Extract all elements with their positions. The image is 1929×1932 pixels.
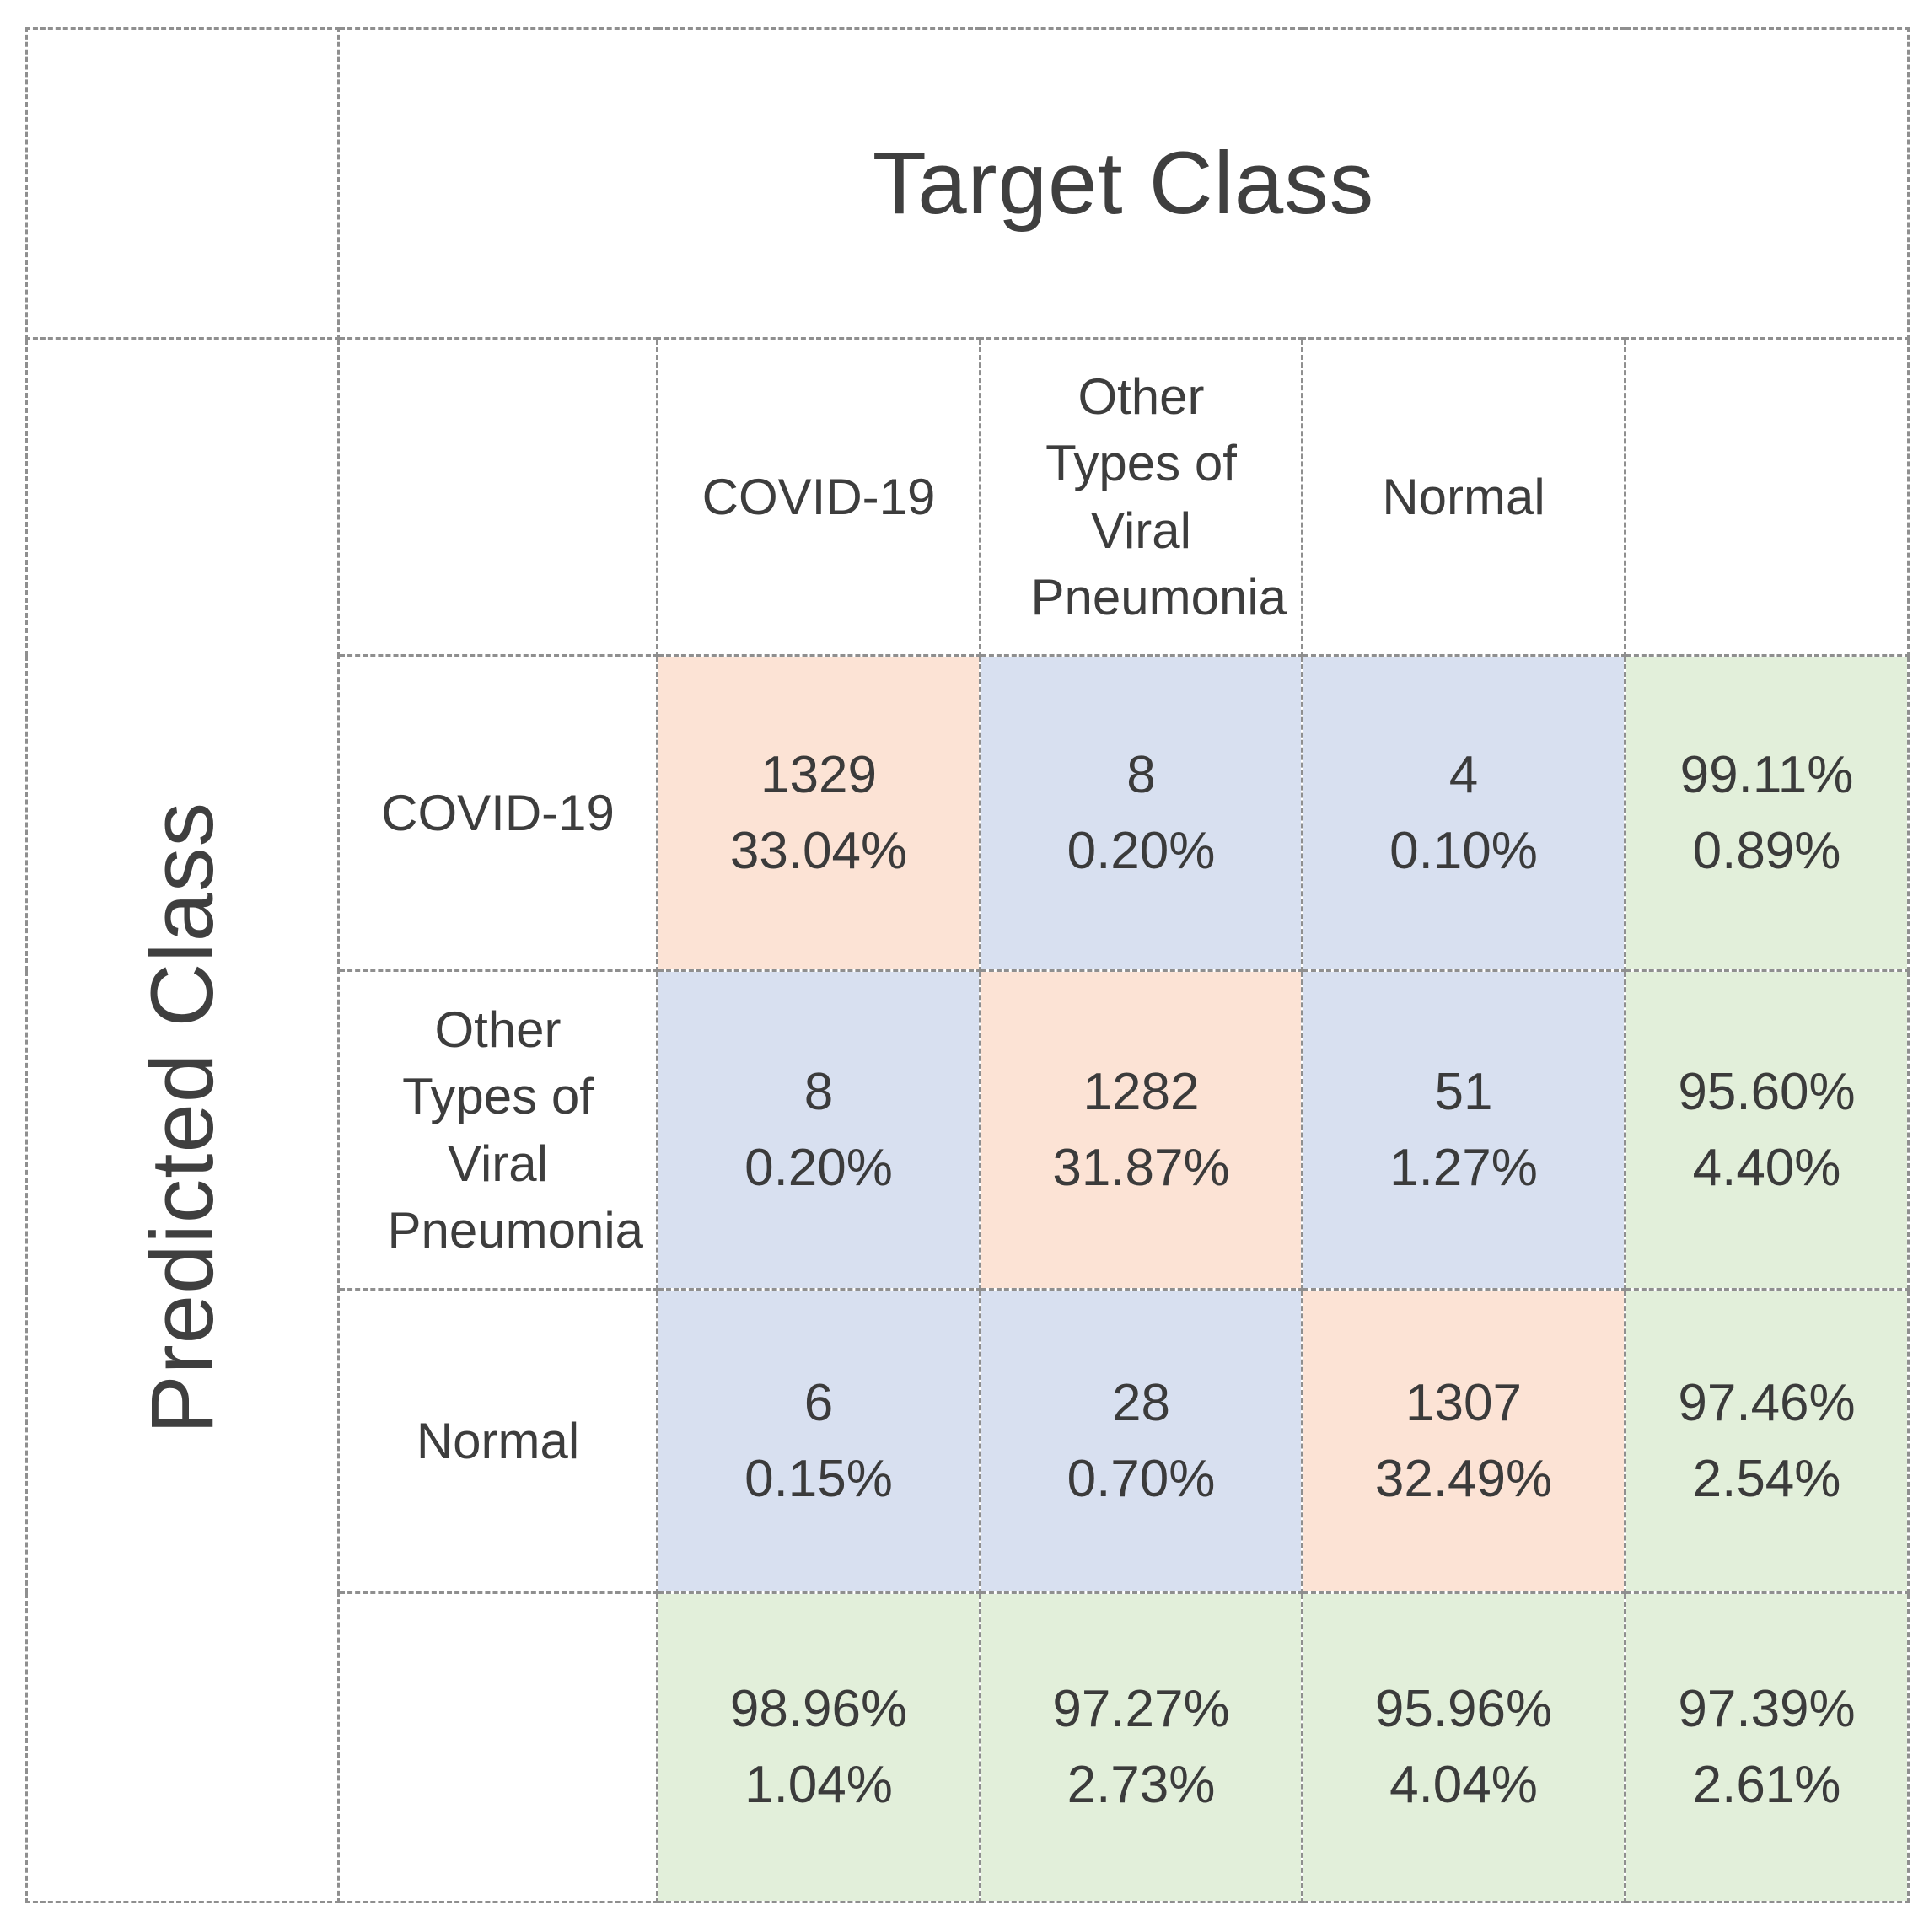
col-header-covid19-label: COVID-19 (701, 468, 936, 525)
row-header-other-viral-pneumonia-label: Other Types of Viral Pneumonia (387, 1001, 644, 1258)
summary-top: 95.96% (1374, 1680, 1553, 1739)
cell-count: 1329 (760, 745, 877, 804)
col-header-normal: Normal (1301, 337, 1626, 657)
summary-top: 97.27% (1052, 1680, 1230, 1739)
col-header-other-viral-pneumonia-label: Other Types of Viral Pneumonia (1030, 368, 1287, 625)
target-axis-label: Target Class (872, 133, 1375, 233)
cell-percent: 0.10% (1389, 821, 1538, 880)
confusion-matrix-table: Target Class Predicted Class COVID-19 Ot… (25, 27, 1910, 1903)
summary-bottom: 2.54% (1692, 1449, 1841, 1508)
cell-count: 4 (1448, 745, 1479, 804)
cell-percent: 33.04% (729, 821, 908, 880)
matrix-cell-r1c2: 51 1.27% (1301, 969, 1626, 1291)
col-header-summary-spacer (1623, 337, 1910, 657)
summary-bottom: 4.04% (1389, 1756, 1538, 1814)
summary-bottom: 2.73% (1067, 1756, 1216, 1814)
row-header-covid19: COVID-19 (337, 654, 658, 972)
predicted-class-axis-cell: Predicted Class (25, 337, 340, 1903)
cell-percent: 0.15% (744, 1449, 893, 1508)
summary-top: 97.39% (1678, 1680, 1856, 1739)
col-summary-covid19: 98.96% 1.04% (656, 1591, 981, 1903)
col-header-other-viral-pneumonia: Other Types of Viral Pneumonia (979, 337, 1303, 657)
matrix-cell-r0c2: 4 0.10% (1301, 654, 1626, 972)
cell-percent: 32.49% (1374, 1449, 1553, 1508)
matrix-cell-r1c0: 8 0.20% (656, 969, 981, 1291)
row-header-other-viral-pneumonia: Other Types of Viral Pneumonia (337, 969, 658, 1291)
cell-count: 1282 (1083, 1062, 1200, 1121)
summary-bottom: 2.61% (1692, 1756, 1841, 1814)
cell-percent: 31.87% (1052, 1138, 1230, 1197)
row-header-normal: Normal (337, 1288, 658, 1594)
corner-empty-cell (25, 27, 340, 340)
row-summary-normal: 97.46% 2.54% (1623, 1288, 1910, 1594)
cell-count: 1307 (1405, 1373, 1522, 1432)
cell-percent: 0.20% (744, 1138, 893, 1197)
cell-percent: 0.70% (1067, 1449, 1216, 1508)
summary-top: 98.96% (729, 1680, 908, 1739)
matrix-cell-r0c1: 8 0.20% (979, 654, 1303, 972)
overall-accuracy-cell: 97.39% 2.61% (1623, 1591, 1910, 1903)
summary-top: 95.60% (1678, 1062, 1856, 1121)
cell-count: 28 (1112, 1373, 1170, 1432)
row-header-covid19-label: COVID-19 (381, 784, 615, 841)
row-summary-covid19: 99.11% 0.89% (1623, 654, 1910, 972)
cell-count: 8 (803, 1062, 834, 1121)
summary-bottom: 0.89% (1692, 821, 1841, 880)
bottom-left-spacer-cell (337, 1591, 658, 1903)
predicted-axis-label: Predicted Class (132, 802, 232, 1435)
summary-bottom: 4.40% (1692, 1138, 1841, 1197)
cell-count: 6 (803, 1373, 834, 1432)
row-header-spacer-cell (337, 337, 658, 657)
col-header-covid19: COVID-19 (656, 337, 981, 657)
summary-top: 99.11% (1679, 745, 1854, 804)
row-summary-other-viral-pneumonia: 95.60% 4.40% (1623, 969, 1910, 1291)
cell-count: 8 (1126, 745, 1156, 804)
summary-top: 97.46% (1678, 1373, 1856, 1432)
col-summary-other-viral-pneumonia: 97.27% 2.73% (979, 1591, 1303, 1903)
cell-percent: 1.27% (1389, 1138, 1538, 1197)
cell-count: 51 (1434, 1062, 1493, 1121)
matrix-cell-r2c0: 6 0.15% (656, 1288, 981, 1594)
col-header-normal-label: Normal (1382, 468, 1545, 525)
cell-percent: 0.20% (1067, 821, 1216, 880)
summary-bottom: 1.04% (744, 1756, 893, 1814)
matrix-cell-r2c1: 28 0.70% (979, 1288, 1303, 1594)
target-class-axis-cell: Target Class (336, 27, 1910, 340)
matrix-cell-r1c1: 1282 31.87% (979, 969, 1303, 1291)
matrix-cell-r2c2: 1307 32.49% (1301, 1288, 1626, 1594)
col-summary-normal: 95.96% 4.04% (1301, 1591, 1626, 1903)
matrix-cell-r0c0: 1329 33.04% (656, 654, 981, 972)
row-header-normal-label: Normal (416, 1412, 580, 1469)
